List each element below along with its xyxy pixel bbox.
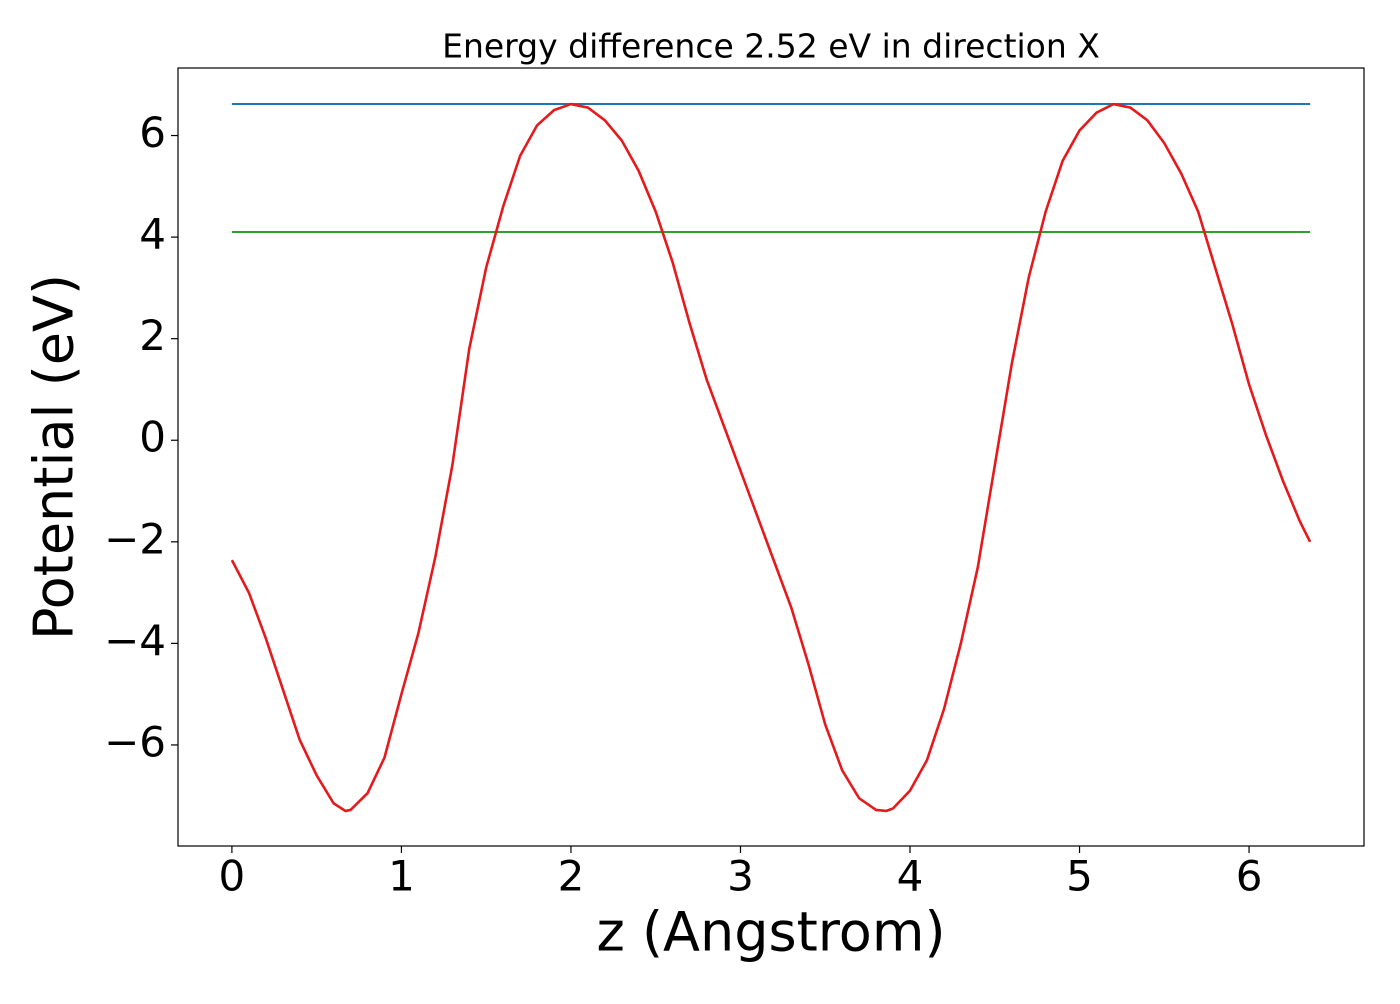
- chart-title: Energy difference 2.52 eV in direction X: [442, 27, 1100, 66]
- x-tick-label: 6: [1236, 852, 1263, 901]
- y-tick-label: −2: [104, 514, 166, 563]
- y-tick-label: 0: [139, 413, 166, 462]
- y-tick-label: 4: [139, 210, 166, 259]
- y-tick-label: 2: [139, 311, 166, 360]
- x-axis-label: z (Angstrom): [596, 901, 945, 964]
- x-tick-label: 0: [219, 852, 246, 901]
- y-axis-label: Potential (eV): [23, 274, 86, 640]
- y-tick-label: −6: [104, 717, 166, 766]
- plot-frame: [177, 67, 1365, 847]
- x-tick-label: 3: [727, 852, 754, 901]
- line-series: [230, 102, 1312, 813]
- x-tick-label: 2: [558, 852, 585, 901]
- x-tick-label: 5: [1066, 852, 1093, 901]
- y-tick-label: 6: [139, 108, 166, 157]
- y-tick-label: −4: [104, 616, 166, 665]
- x-tick-label: 4: [897, 852, 924, 901]
- x-tick-label: 1: [388, 852, 415, 901]
